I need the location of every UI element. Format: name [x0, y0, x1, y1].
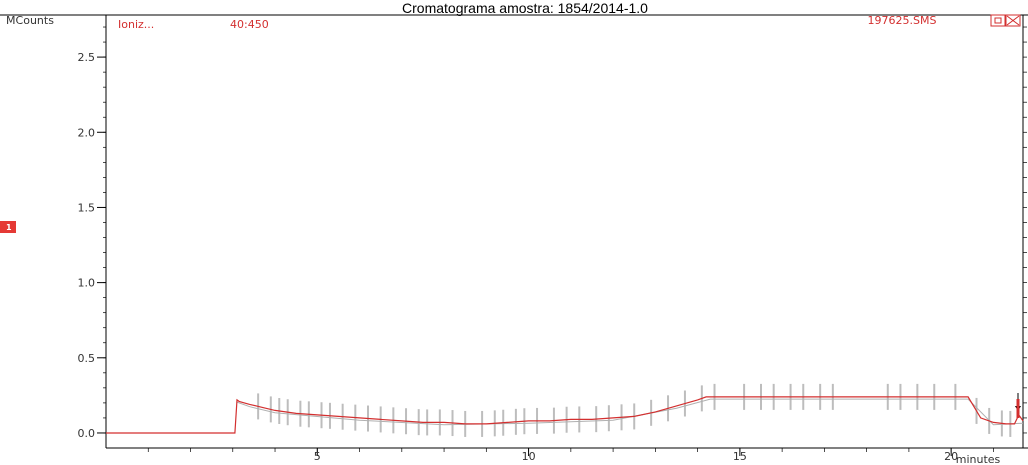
y-tick-label: 0.0	[78, 427, 96, 440]
y-tick-labels: 0.0 0.5 1.0 1.5 2.0 2.5	[78, 51, 96, 440]
y-axis-label: MCounts	[6, 14, 54, 27]
trace-label: Ioniz...	[118, 18, 154, 31]
chart-title: Cromatograma amostra: 1854/2014-1.0	[402, 0, 648, 16]
window-close-icon[interactable]	[1005, 14, 1021, 27]
window-restore-icon[interactable]	[990, 14, 1006, 27]
x-tick-labels: 5 10 15 20	[314, 450, 958, 463]
x-minor-ticks	[147, 448, 994, 452]
x-axis-label: minutes	[956, 453, 1001, 465]
file-name-label: 197625.SMS	[868, 14, 937, 27]
x-tick-label: 10	[522, 450, 536, 463]
x-major-ticks	[316, 448, 952, 456]
trace-marker-label: 1	[6, 223, 12, 232]
right-axis-ticks	[1023, 26, 1027, 434]
y-tick-label: 0.5	[78, 352, 96, 365]
x-tick-label: 15	[733, 450, 747, 463]
x-tick-label: 5	[314, 450, 321, 463]
trace-marker-badge[interactable]	[0, 221, 16, 233]
y-major-ticks	[97, 56, 106, 434]
y-tick-label: 1.0	[78, 277, 96, 290]
y-tick-label: 1.5	[78, 201, 96, 214]
chromatogram-trace	[106, 396, 1024, 434]
y-tick-label: 2.0	[78, 126, 96, 139]
mass-range-label: 40:450	[230, 18, 269, 31]
x-tick-label: 20	[944, 450, 958, 463]
y-tick-label: 2.5	[78, 51, 96, 64]
